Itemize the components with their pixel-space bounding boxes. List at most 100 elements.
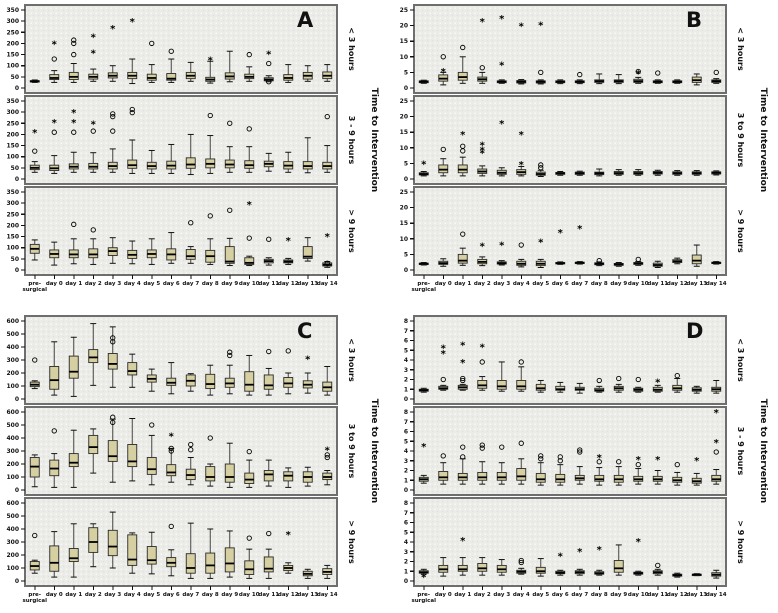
svg-text:*: * — [577, 224, 583, 235]
svg-text:15: 15 — [400, 38, 408, 45]
svg-text:surgical: surgical — [22, 287, 47, 293]
panel-b-row3-label: > 9 hours — [736, 209, 745, 253]
svg-text:*: * — [499, 119, 505, 130]
svg-text:*: * — [655, 455, 661, 466]
svg-text:500: 500 — [6, 422, 19, 429]
svg-text:600: 600 — [6, 318, 19, 325]
svg-text:25: 25 — [400, 98, 408, 105]
svg-text:7: 7 — [404, 419, 408, 426]
svg-text:day 14: day 14 — [317, 592, 338, 598]
svg-text:day 8: day 8 — [591, 281, 608, 287]
svg-text:day 8: day 8 — [591, 592, 608, 598]
svg-text:10: 10 — [400, 54, 408, 61]
svg-text:250: 250 — [6, 211, 19, 218]
svg-text:0: 0 — [15, 85, 19, 92]
svg-text:25: 25 — [400, 189, 408, 196]
svg-text:day 9: day 9 — [610, 592, 627, 598]
svg-text:*: * — [480, 17, 486, 28]
svg-text:0: 0 — [15, 176, 19, 183]
svg-text:*: * — [169, 431, 175, 442]
svg-text:300: 300 — [6, 539, 19, 546]
panel-a-row2-label: 3 - 9 hours — [347, 115, 356, 165]
svg-text:day 13: day 13 — [297, 281, 318, 287]
svg-text:day 7: day 7 — [182, 592, 199, 598]
svg-text:*: * — [91, 119, 97, 130]
svg-text:200: 200 — [6, 461, 19, 468]
svg-text:*: * — [480, 148, 486, 159]
panel-b-row1-label: < 3 hours — [736, 27, 745, 71]
svg-text:*: * — [597, 453, 603, 464]
svg-text:5: 5 — [404, 438, 408, 445]
svg-text:*: * — [91, 33, 97, 44]
svg-text:*: * — [71, 108, 77, 119]
svg-text:200: 200 — [6, 222, 19, 229]
svg-text:*: * — [480, 342, 486, 353]
svg-text:8: 8 — [404, 318, 408, 325]
svg-text:*: * — [441, 349, 447, 360]
svg-text:day 6: day 6 — [552, 281, 569, 287]
svg-text:pre-: pre- — [28, 281, 41, 287]
svg-text:day 1: day 1 — [65, 281, 82, 287]
svg-text:*: * — [305, 355, 311, 366]
svg-text:surgical: surgical — [22, 598, 47, 604]
svg-text:day 0: day 0 — [435, 592, 452, 598]
svg-text:*: * — [636, 537, 642, 548]
svg-text:100: 100 — [6, 565, 19, 572]
svg-text:day 2: day 2 — [85, 592, 102, 598]
svg-text:3: 3 — [404, 458, 408, 465]
svg-text:pre-: pre- — [417, 281, 430, 287]
svg-text:*: * — [694, 456, 700, 467]
panel-a-time-axis-label: Time to Intervention — [369, 87, 379, 193]
panel-a-chart: 050100150200250300350*******050100150200… — [6, 4, 338, 293]
svg-text:0: 0 — [404, 176, 408, 183]
svg-text:5: 5 — [404, 69, 408, 76]
svg-text:day 6: day 6 — [552, 592, 569, 598]
svg-text:6: 6 — [404, 520, 408, 527]
svg-text:15: 15 — [400, 129, 408, 136]
svg-text:*: * — [286, 530, 292, 541]
svg-text:day 8: day 8 — [202, 592, 219, 598]
svg-text:100: 100 — [6, 245, 19, 252]
svg-text:*: * — [558, 228, 564, 239]
svg-text:4: 4 — [404, 357, 408, 364]
svg-text:0: 0 — [404, 267, 408, 274]
svg-text:*: * — [460, 536, 466, 547]
svg-text:500: 500 — [6, 513, 19, 520]
svg-text:day 10: day 10 — [239, 281, 260, 287]
svg-text:8: 8 — [404, 500, 408, 507]
svg-text:*: * — [499, 14, 505, 25]
svg-text:surgical: surgical — [411, 287, 436, 293]
svg-text:150: 150 — [6, 234, 19, 241]
svg-text:day 5: day 5 — [143, 281, 160, 287]
svg-text:0: 0 — [404, 487, 408, 494]
svg-text:200: 200 — [6, 131, 19, 138]
svg-text:20: 20 — [400, 114, 408, 121]
svg-text:day 1: day 1 — [65, 592, 82, 598]
svg-text:day 7: day 7 — [571, 592, 588, 598]
svg-text:day 3: day 3 — [493, 592, 510, 598]
svg-text:day 13: day 13 — [686, 592, 707, 598]
svg-text:0: 0 — [404, 396, 408, 403]
svg-text:350: 350 — [6, 98, 19, 105]
svg-text:*: * — [558, 552, 564, 563]
svg-text:50: 50 — [11, 256, 19, 263]
svg-text:day 12: day 12 — [278, 592, 299, 598]
svg-text:0: 0 — [15, 267, 19, 274]
svg-text:day 13: day 13 — [297, 592, 318, 598]
svg-text:day 12: day 12 — [667, 281, 688, 287]
svg-text:150: 150 — [6, 143, 19, 150]
svg-text:day 12: day 12 — [667, 592, 688, 598]
panel-d-time-axis-label: Time to Intervention — [758, 398, 768, 504]
panel-b-time-axis-label: Time to Intervention — [758, 87, 768, 193]
svg-text:0: 0 — [404, 578, 408, 585]
svg-text:*: * — [636, 455, 642, 466]
svg-text:4: 4 — [404, 448, 408, 455]
svg-text:day 10: day 10 — [239, 592, 260, 598]
svg-text:50: 50 — [11, 74, 19, 81]
svg-text:day 14: day 14 — [706, 592, 727, 598]
svg-text:100: 100 — [6, 63, 19, 70]
svg-text:*: * — [714, 438, 720, 449]
svg-text:*: * — [325, 446, 331, 457]
